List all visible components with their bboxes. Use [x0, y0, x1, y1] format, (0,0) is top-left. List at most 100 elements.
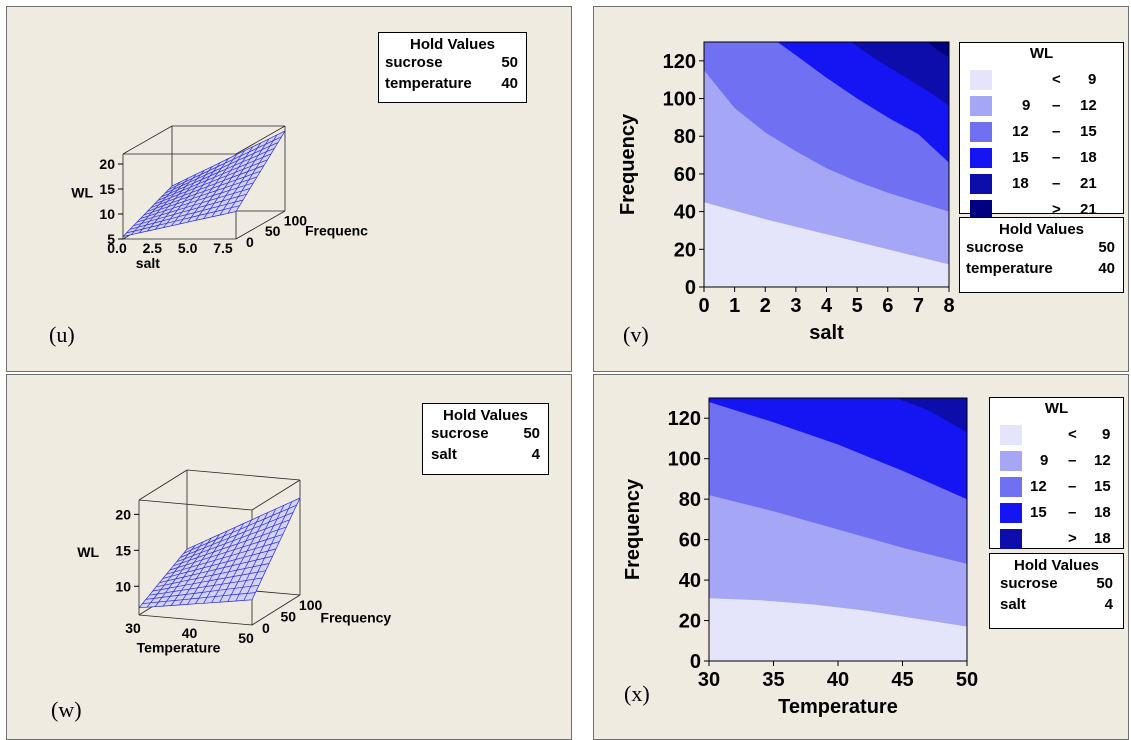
y-tick-label: 50: [280, 608, 296, 624]
surface-mesh-line: [161, 147, 275, 198]
hold-values-title: Hold Values: [998, 221, 1085, 238]
legend-low: 15: [1030, 504, 1047, 521]
z-axis-label: WL: [71, 184, 93, 200]
legend-high: 12: [1080, 97, 1097, 114]
legend-low: 12: [1012, 123, 1029, 140]
surface-mesh-line: [227, 134, 278, 214]
hold-values-x: Hold Values sucrose 50 salt 4: [989, 553, 1124, 629]
legend-low: >: [1068, 530, 1077, 547]
legend-high: 9: [1102, 426, 1111, 443]
hold-row: sucrose 50: [379, 53, 526, 74]
legend-low: <: [1068, 426, 1077, 443]
legend-item: <9: [990, 422, 1123, 448]
hold-values-title: Hold Values: [1013, 557, 1100, 574]
z-tick-label: 15: [115, 542, 131, 558]
z-tick-label: 20: [99, 156, 115, 172]
surface-mesh-line: [162, 548, 277, 579]
surface-mesh-line: [243, 501, 293, 601]
panel-tag-w: (w): [51, 697, 82, 722]
hold-row: sucrose 50: [960, 238, 1123, 259]
z-tick-label: 10: [115, 578, 131, 594]
legend-swatch: [970, 200, 992, 220]
hold-value: 50: [523, 425, 540, 442]
x-tick-label: 2: [760, 295, 771, 317]
legend-item: 15 – 18: [960, 145, 1123, 171]
legend-high: 15: [1094, 478, 1111, 495]
hold-value: 40: [1098, 260, 1115, 277]
surface-mesh-line: [166, 541, 280, 575]
hold-name: salt: [1000, 596, 1026, 613]
surface-mesh-line: [173, 526, 287, 567]
hold-name: sucrose: [966, 239, 1024, 256]
surface-mesh-line: [138, 548, 188, 609]
legend-dash: –: [1052, 97, 1061, 114]
x-axis-label: salt: [809, 322, 844, 344]
x-tick-label: 4: [821, 295, 833, 317]
y-tick-label: 0: [690, 651, 701, 673]
z-tick-label: 5: [107, 231, 115, 247]
contour-region: [896, 398, 967, 433]
surface-mesh-line: [169, 534, 284, 571]
x-tick-label: 30: [698, 669, 720, 691]
y-tick-label: 120: [668, 408, 701, 430]
x-tick-label: 7.5: [213, 240, 233, 256]
x-tick-label: 3: [790, 295, 801, 317]
hold-name: sucrose: [431, 425, 489, 442]
surface-mesh-line: [219, 512, 269, 603]
surface-mesh-line: [176, 519, 290, 563]
box-edge: [122, 125, 173, 155]
hold-name: temperature: [385, 75, 472, 92]
legend-item: 12 – 15: [960, 119, 1123, 145]
hold-value: 50: [1098, 239, 1115, 256]
surface-mesh-line: [164, 142, 279, 194]
hold-row: salt 4: [990, 595, 1123, 616]
legend-low: <: [1052, 71, 1061, 88]
surface-mesh-line: [195, 150, 245, 221]
panel-v: 0 1 2 3 4 5 6 7 8 0 20 40 60 80 100 120 salt Frequency WL…: [593, 6, 1129, 372]
panel-tag-u: (u): [49, 322, 75, 347]
legend-dash: –: [1068, 478, 1077, 495]
y-tick-label: 120: [663, 51, 696, 73]
hold-row: salt 4: [423, 445, 548, 466]
x-axis-label: salt: [136, 255, 160, 271]
contour-region: [927, 42, 949, 58]
legend-dash: –: [1068, 504, 1077, 521]
legend-swatch: [970, 174, 992, 194]
legend-item: 9 –12: [990, 448, 1123, 474]
hold-values-w: Hold Values sucrose 50 salt 4: [422, 403, 549, 475]
legend-title: WL: [1029, 45, 1054, 62]
legend-swatch: [1000, 529, 1022, 549]
z-tick-label: 20: [115, 506, 131, 522]
y-tick-label: 40: [674, 202, 696, 224]
legend-swatch: [1000, 503, 1022, 523]
x-tick-label: 50: [238, 630, 254, 646]
x-tick-label: 5.0: [178, 240, 198, 256]
surface-mesh-line: [203, 519, 252, 604]
legend-low: >: [1052, 201, 1061, 218]
x-tick-label: 2.5: [143, 240, 163, 256]
y-tick-label: 100: [284, 212, 308, 228]
panel-x: 30 35 40 45 50 0 20 40 60 80 100 120 Temperature Freq…: [593, 374, 1129, 740]
hold-values-title: Hold Values: [409, 36, 496, 53]
legend-swatch: [970, 148, 992, 168]
hold-value: 4: [531, 446, 540, 463]
legend-high: 15: [1080, 123, 1097, 140]
y-tick-label: 100: [663, 89, 696, 111]
legend-high: 18: [1094, 504, 1111, 521]
surface-mesh-line: [171, 130, 286, 187]
hold-row: temperature 40: [960, 259, 1123, 280]
hold-row: temperature 40: [379, 74, 526, 95]
hold-name: sucrose: [1000, 575, 1058, 592]
surface-mesh-line: [150, 165, 265, 208]
legend-title: WL: [1044, 400, 1069, 417]
surface-mesh-line: [203, 146, 253, 219]
x-tick-label: 35: [762, 669, 784, 691]
hold-values-title: Hold Values: [442, 407, 529, 424]
surface-mesh-line: [251, 497, 301, 600]
box-edge: [235, 210, 286, 240]
legend-dash: –: [1052, 123, 1061, 140]
hold-value: 50: [501, 54, 518, 71]
panel-u: 5 10 15 20 WL 0.0 2.5 5.0 7.5 salt 0 50 100 Frequenc …: [6, 6, 572, 372]
z-axis-label: WL: [77, 544, 99, 560]
